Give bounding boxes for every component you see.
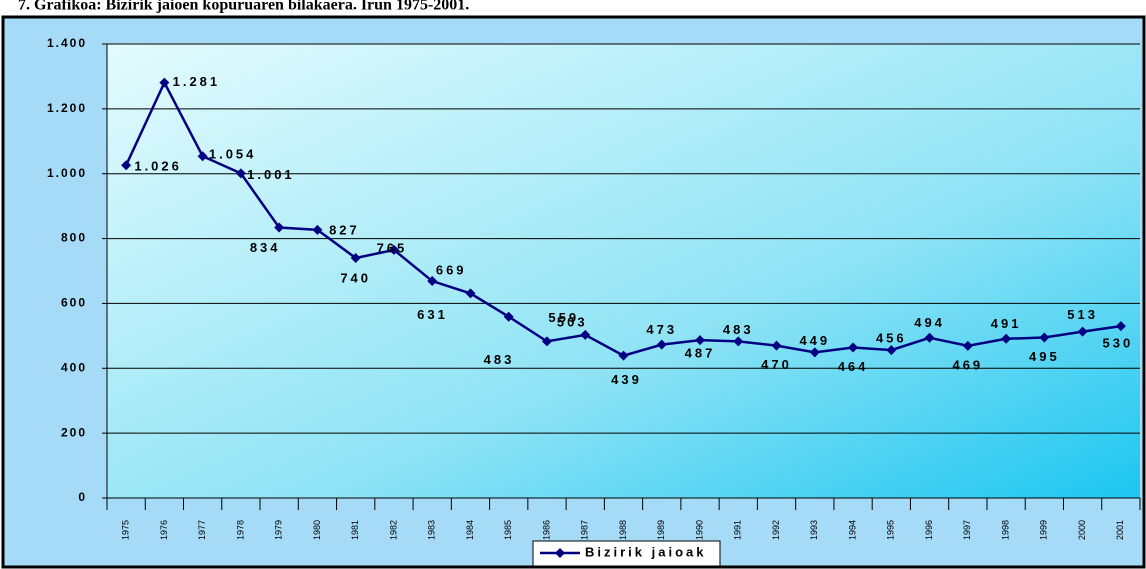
y-tick-label: 400 [61, 360, 87, 374]
data-label: 740 [340, 270, 371, 285]
x-tick-label: 1975 [121, 520, 131, 540]
data-label: 456 [876, 331, 907, 346]
data-label: 449 [799, 333, 830, 348]
data-label: 1.026 [134, 159, 182, 174]
data-label: 491 [991, 316, 1022, 331]
x-tick-label: 2001 [1115, 520, 1125, 540]
data-point [197, 151, 208, 162]
x-tick-label: 1988 [618, 520, 628, 540]
data-label: 473 [646, 322, 677, 337]
data-point [656, 339, 667, 350]
y-tick-label: 0 [78, 490, 87, 504]
legend-label: Bizirik jaioak [585, 544, 706, 559]
data-label: 669 [436, 262, 467, 277]
data-point [1001, 333, 1012, 344]
data-point [848, 342, 859, 353]
x-tick-label: 1994 [847, 520, 857, 540]
data-label: 1.281 [173, 74, 221, 89]
x-tick-label: 1982 [388, 520, 398, 540]
y-tick-label: 1.200 [47, 101, 87, 115]
x-tick-label: 1998 [1000, 520, 1010, 540]
data-point [503, 311, 514, 322]
x-tick-label: 1986 [541, 520, 551, 540]
data-label: 495 [1029, 349, 1060, 364]
legend-marker [555, 548, 565, 558]
data-label: 483 [723, 322, 754, 337]
y-tick-label: 800 [61, 231, 87, 245]
data-point [427, 276, 438, 287]
x-tick-label: 1978 [235, 520, 245, 540]
x-tick-label: 1979 [274, 520, 284, 540]
x-tick-label: 1995 [886, 520, 896, 540]
x-tick-label: 1976 [159, 520, 169, 540]
data-point [350, 253, 361, 264]
x-tick-label: 1977 [197, 520, 207, 540]
data-label: 469 [952, 357, 983, 372]
data-label: 487 [685, 346, 716, 361]
data-point [1077, 326, 1088, 337]
plot-area [107, 44, 1140, 498]
x-tick-label: 1991 [733, 520, 743, 540]
x-tick-label: 1980 [312, 520, 322, 540]
data-point [465, 288, 476, 299]
y-tick-label: 600 [61, 296, 87, 310]
x-tick-label: 1989 [656, 520, 666, 540]
x-tick-label: 1985 [503, 520, 513, 540]
data-point [618, 350, 629, 361]
x-tick-label: 1987 [580, 520, 590, 540]
data-point [1039, 332, 1050, 343]
data-label: 464 [838, 359, 869, 374]
data-point [580, 329, 591, 340]
data-label: 530 [1103, 336, 1134, 351]
x-tick-label: 1999 [1039, 520, 1049, 540]
x-tick-label: 1983 [427, 520, 437, 540]
data-point [541, 336, 552, 347]
data-point [312, 224, 323, 235]
data-label: 439 [611, 372, 642, 387]
data-point [886, 345, 897, 356]
x-tick-label: 1981 [350, 520, 360, 540]
data-label: 1.054 [209, 147, 257, 162]
data-point [388, 244, 399, 255]
data-point [159, 77, 170, 88]
data-label: 494 [914, 315, 945, 330]
data-point [771, 340, 782, 351]
data-point [235, 168, 246, 179]
data-label: 1.001 [247, 167, 295, 182]
data-label: 483 [484, 352, 515, 367]
data-label: 503 [557, 314, 588, 329]
data-label: 765 [377, 240, 408, 255]
x-tick-label: 1984 [465, 520, 475, 540]
data-point [121, 160, 132, 171]
x-tick-label: 2000 [1077, 520, 1087, 540]
data-label: 470 [761, 357, 792, 372]
data-point [809, 347, 820, 358]
data-point [695, 335, 706, 346]
y-tick-label: 1.400 [47, 36, 87, 50]
data-point [733, 336, 744, 347]
x-tick-label: 1996 [924, 520, 934, 540]
data-label: 513 [1067, 307, 1098, 322]
x-tick-label: 1993 [809, 520, 819, 540]
x-tick-label: 1992 [771, 520, 781, 540]
chart-title: 7. Grafikoa: Bizirik jaioen kopuruaren b… [18, 0, 469, 14]
data-label: 827 [329, 222, 360, 237]
y-tick-label: 1.000 [47, 166, 87, 180]
data-label: 559 [548, 310, 579, 325]
data-point [962, 340, 973, 351]
data-point [274, 222, 285, 233]
x-tick-label: 1997 [962, 520, 972, 540]
y-tick-label: 200 [61, 425, 87, 439]
data-point [924, 332, 935, 343]
data-point [1115, 321, 1126, 332]
data-label: 834 [250, 240, 281, 255]
x-tick-label: 1990 [694, 520, 704, 540]
data-label: 631 [417, 307, 448, 322]
